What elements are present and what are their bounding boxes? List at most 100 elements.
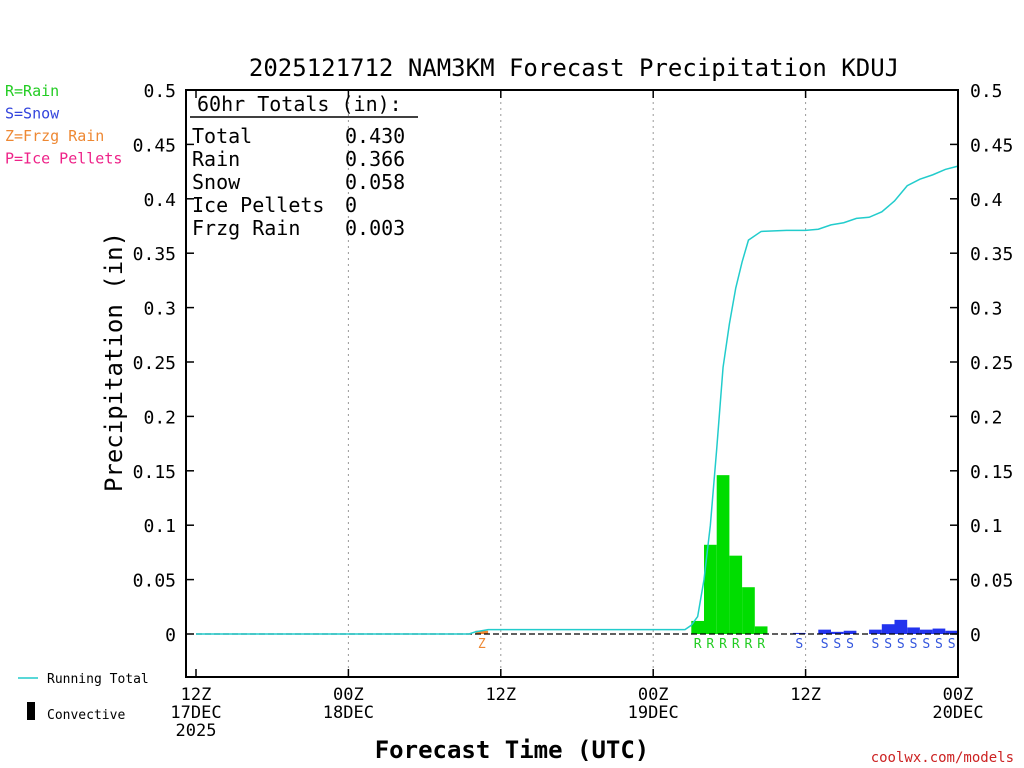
precip-bar [691, 620, 704, 634]
series-legend: Running Total Convective [18, 672, 149, 723]
precip-type-letter: S [833, 637, 841, 652]
precip-bar [919, 629, 933, 634]
x-tick-label: 00Z [943, 685, 974, 705]
y-tick-label-left: 0.15 [133, 462, 176, 483]
y-tick-label-right: 0.5 [970, 81, 1003, 102]
precip-type-letter: R [706, 637, 714, 652]
y-tick-label-left: 0.45 [133, 135, 176, 156]
totals-label: Total [192, 124, 252, 148]
precip-type-legend-item: R=Rain [5, 82, 59, 100]
precip-type-letter: S [795, 637, 803, 652]
series-legend-label: Running Total [47, 672, 149, 687]
y-tick-label-right: 0.4 [970, 190, 1003, 211]
precip-bar [945, 630, 958, 634]
precip-type-legend-item: S=Snow [5, 105, 60, 123]
precip-type-letter: R [757, 637, 765, 652]
y-tick-label-right: 0.2 [970, 407, 1003, 428]
running-total-line [196, 165, 959, 635]
x-tick-label: 18DEC [323, 703, 374, 723]
precip-bar [869, 629, 882, 634]
y-tick-label-right: 0.1 [970, 516, 1003, 537]
totals-value: 0.366 [345, 147, 405, 171]
y-tick-label-left: 0.4 [143, 190, 176, 211]
y-tick-label-left: 0.5 [143, 81, 176, 102]
precip-bar [932, 628, 946, 634]
series-legend-label: Convective [47, 708, 125, 723]
precip-type-letter: R [745, 637, 753, 652]
x-tick-label: 17DEC [170, 703, 221, 723]
precip-bars [475, 475, 958, 634]
x-tick-label: 00Z [333, 685, 364, 705]
precip-bar [843, 630, 857, 634]
precip-bar [818, 629, 831, 634]
totals-value: 0.003 [345, 216, 405, 240]
precip-type-letter: S [821, 637, 829, 652]
totals-label: Ice Pellets [192, 193, 324, 217]
totals-header: 60hr Totals (in): [197, 92, 402, 116]
precip-type-legend: R=Rain S=Snow Z=Frzg Rain P=Ice Pellets [5, 82, 122, 168]
precip-bar [907, 627, 920, 634]
y-ticks-right: 0 0.05 0.1 0.15 0.2 0.25 0.3 0.35 0.4 0.45 0.5 [950, 81, 1013, 646]
precip-bar [729, 555, 743, 634]
y-tick-label-right: 0 [970, 625, 981, 646]
precip-type-letter: R [719, 637, 727, 652]
precip-type-letter: S [884, 637, 892, 652]
y-tick-label-left: 0.1 [143, 516, 176, 537]
x-tick-label: 20DEC [932, 703, 983, 723]
x-tick-label: 2025 [176, 721, 217, 741]
totals-value: 0.430 [345, 124, 405, 148]
precip-bar [881, 624, 895, 634]
precip-bar [704, 544, 717, 634]
totals-box: 60hr Totals (in): Total 0.430 Rain 0.366 Sno… [190, 92, 418, 240]
y-tick-label-left: 0.35 [133, 244, 176, 265]
site-credit: coolwx.com/models [871, 750, 1014, 766]
precip-type-letter: S [910, 637, 918, 652]
totals-value: 0.058 [345, 170, 405, 194]
totals-value: 0 [345, 193, 357, 217]
convective-legend-swatch [27, 702, 35, 720]
gridlines [347, 90, 807, 677]
totals-label: Snow [192, 170, 241, 194]
precip-type-letter: R [694, 637, 702, 652]
totals-label: Rain [192, 147, 240, 171]
precip-bar [716, 475, 730, 634]
y-tick-label-left: 0.25 [133, 353, 176, 374]
precip-type-letter: S [872, 637, 880, 652]
y-tick-label-left: 0 [165, 625, 176, 646]
precip-bar [754, 626, 768, 634]
precip-type-letter: S [897, 637, 905, 652]
chart-title: 2025121712 NAM3KM Forecast Precipitation… [249, 54, 899, 82]
y-tick-label-left: 0.3 [143, 299, 176, 320]
x-tick-label: 19DEC [628, 703, 679, 723]
y-tick-label-right: 0.35 [970, 244, 1013, 265]
x-axis-label: Forecast Time (UTC) [375, 736, 650, 764]
y-tick-label-right: 0.45 [970, 135, 1013, 156]
precip-type-letter: S [846, 637, 854, 652]
precip-type-legend-item: P=Ice Pellets [5, 150, 122, 168]
x-tick-label: 12Z [790, 685, 821, 705]
y-tick-label-right: 0.25 [970, 353, 1013, 374]
precip-type-letter: S [922, 637, 930, 652]
totals-label: Frzg Rain [192, 216, 300, 240]
running-total-series [196, 165, 959, 635]
precip-type-letter: Z [478, 637, 486, 652]
precip-type-legend-item: Z=Frzg Rain [5, 127, 104, 145]
precip-type-letter: R [732, 637, 740, 652]
precip-type-letter: S [935, 637, 943, 652]
x-tick-label: 12Z [181, 685, 212, 705]
y-tick-label-left: 0.2 [143, 407, 176, 428]
y-tick-label-left: 0.05 [133, 571, 176, 592]
precip-type-letter: S [948, 637, 956, 652]
y-tick-label-right: 0.05 [970, 571, 1013, 592]
plot-frame [185, 89, 959, 678]
y-tick-label-right: 0.3 [970, 299, 1003, 320]
precip-bar [475, 630, 489, 634]
precip-bar [742, 587, 755, 634]
y-tick-label-right: 0.15 [970, 462, 1013, 483]
precip-bar [894, 619, 908, 634]
y-axis-label: Precipitation (in) [100, 232, 128, 492]
x-tick-label: 12Z [485, 685, 516, 705]
